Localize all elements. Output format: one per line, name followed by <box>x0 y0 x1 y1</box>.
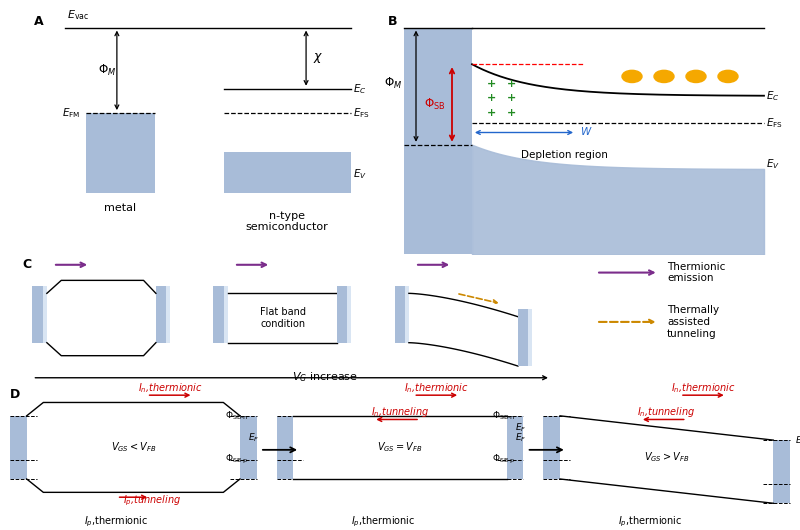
Text: $V_{GS}=V_{FB}$: $V_{GS}=V_{FB}$ <box>378 440 422 454</box>
Bar <box>404 145 472 254</box>
Text: $\Phi_\mathrm{SB}$: $\Phi_\mathrm{SB}$ <box>424 97 446 112</box>
Text: Thermally
assisted
tunneling: Thermally assisted tunneling <box>667 305 719 339</box>
Text: $\Phi_\mathrm{SB\text{-}n}$: $\Phi_\mathrm{SB\text{-}n}$ <box>225 410 248 422</box>
Text: metal: metal <box>104 202 136 213</box>
Bar <box>774 440 790 504</box>
Bar <box>528 309 532 366</box>
Text: $I_p$,thermionic: $I_p$,thermionic <box>85 514 149 529</box>
Text: $E_V$: $E_V$ <box>766 157 780 171</box>
Text: $\Phi_\mathrm{SB\text{-}p}$: $\Phi_\mathrm{SB\text{-}p}$ <box>225 453 249 466</box>
Text: $I_n$,thermionic: $I_n$,thermionic <box>404 381 469 395</box>
Text: $I_n$,tunneling: $I_n$,tunneling <box>371 404 429 419</box>
Text: $\chi$: $\chi$ <box>313 51 323 65</box>
Text: $E_F$: $E_F$ <box>515 431 526 444</box>
Bar <box>223 152 350 193</box>
Text: Thermionic
emission: Thermionic emission <box>667 262 726 284</box>
Text: $E_V$: $E_V$ <box>353 167 366 181</box>
Text: $I_n$,thermionic: $I_n$,thermionic <box>138 381 202 395</box>
Text: $E_F$: $E_F$ <box>248 431 260 444</box>
Text: $E_\mathrm{FM}$: $E_\mathrm{FM}$ <box>62 106 80 120</box>
Text: +: + <box>507 93 517 103</box>
Text: $V_{GS}<V_{FB}$: $V_{GS}<V_{FB}$ <box>110 440 156 454</box>
Bar <box>543 416 560 479</box>
Circle shape <box>718 70 738 83</box>
Text: Depletion region: Depletion region <box>521 149 607 160</box>
Bar <box>518 309 528 366</box>
Circle shape <box>686 70 706 83</box>
Text: +: + <box>487 79 497 89</box>
Text: $\Phi_M$: $\Phi_M$ <box>384 76 402 91</box>
Text: $\Phi_\mathrm{SB\text{-}p}$: $\Phi_\mathrm{SB\text{-}p}$ <box>492 453 515 466</box>
Bar <box>33 286 42 343</box>
Text: D: D <box>10 388 20 401</box>
Bar <box>404 28 472 145</box>
Text: $E_C$: $E_C$ <box>353 82 366 95</box>
Text: $\Phi_\mathrm{SB\text{-}n}$: $\Phi_\mathrm{SB\text{-}n}$ <box>492 410 515 422</box>
Text: $I_p$,tunneling: $I_p$,tunneling <box>123 493 182 508</box>
Text: A: A <box>34 15 44 29</box>
Text: $I_p$,thermionic: $I_p$,thermionic <box>618 514 682 529</box>
Text: B: B <box>388 15 398 29</box>
Text: +: + <box>507 108 517 118</box>
Bar <box>337 286 347 343</box>
Circle shape <box>622 70 642 83</box>
Bar <box>240 416 257 479</box>
Text: $E_F$: $E_F$ <box>515 422 526 434</box>
Bar <box>405 286 409 343</box>
Text: $V_G$ increase: $V_G$ increase <box>291 370 358 384</box>
Bar <box>86 113 154 193</box>
Text: $E_\mathrm{FS}$: $E_\mathrm{FS}$ <box>766 116 783 130</box>
Text: $I_n$,thermionic: $I_n$,thermionic <box>671 381 736 395</box>
Text: $\Phi_M$: $\Phi_M$ <box>98 63 116 78</box>
Text: $V_{GS}>V_{FB}$: $V_{GS}>V_{FB}$ <box>644 450 690 464</box>
Text: +: + <box>487 93 497 103</box>
Bar <box>347 286 351 343</box>
Text: +: + <box>507 79 517 89</box>
Bar <box>223 286 228 343</box>
Text: $E_\mathrm{FS}$: $E_\mathrm{FS}$ <box>353 106 370 120</box>
Bar <box>10 416 26 479</box>
Bar <box>166 286 170 343</box>
Circle shape <box>654 70 674 83</box>
Text: $E_F\!-\!qV_{ds}$: $E_F\!-\!qV_{ds}$ <box>795 434 800 447</box>
Bar <box>156 286 166 343</box>
Text: $I_p$,thermionic: $I_p$,thermionic <box>351 514 415 529</box>
Text: $E_\mathrm{vac}$: $E_\mathrm{vac}$ <box>67 8 89 22</box>
Text: Flat band
condition: Flat band condition <box>261 307 306 329</box>
Bar <box>277 416 294 479</box>
Bar <box>506 416 523 479</box>
Text: C: C <box>22 258 31 271</box>
Text: n-type
semiconductor: n-type semiconductor <box>246 210 329 232</box>
Text: +: + <box>487 108 497 118</box>
Bar <box>214 286 223 343</box>
Text: $E_C$: $E_C$ <box>766 89 779 103</box>
Text: $W$: $W$ <box>580 125 593 137</box>
Bar <box>394 286 405 343</box>
Bar <box>42 286 47 343</box>
Text: $I_n$,tunneling: $I_n$,tunneling <box>638 404 696 419</box>
